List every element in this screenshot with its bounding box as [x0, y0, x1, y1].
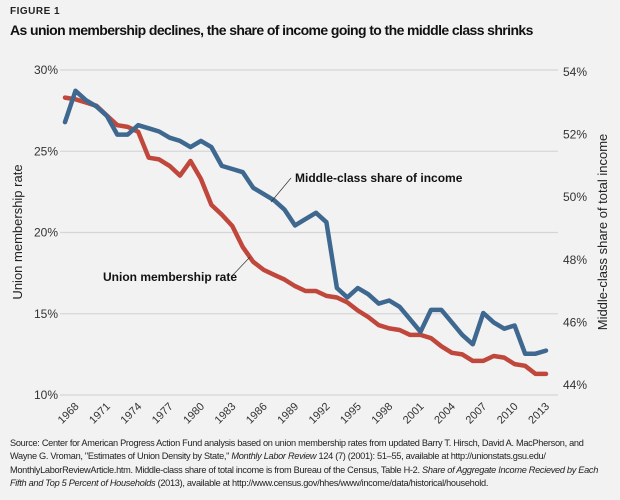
right-axis-ticks: 44% 46% 48% 50% 52% 54% — [563, 65, 587, 392]
x-tick-label: 1968 — [56, 401, 82, 427]
source-note: Source: Center for American Progress Act… — [10, 437, 610, 491]
left-tick-label: 30% — [34, 63, 58, 77]
right-axis-label: Middle-class share of total income — [595, 134, 610, 331]
left-axis-label: Union membership rate — [10, 164, 25, 299]
figure-label: FIGURE 1 — [10, 6, 61, 17]
left-tick-label: 20% — [34, 226, 58, 240]
right-tick-label: 52% — [563, 128, 587, 142]
x-tick-label: 1980 — [181, 401, 207, 427]
x-tick-label: 1977 — [150, 401, 176, 427]
right-tick-label: 54% — [563, 65, 587, 79]
x-tick-label: 1998 — [369, 401, 395, 427]
union-membership-line — [62, 95, 549, 377]
chart: 10%15%20%25%30% 44%46%48%50%52%54% 1968 1… — [10, 63, 610, 427]
x-tick-label: 1971 — [87, 401, 113, 427]
x-axis-ticks: 1968 1971 1974 1977 1980 1983 1986 1989 1992 1995… — [56, 401, 552, 427]
x-tick-label: 1995 — [338, 401, 364, 427]
left-tick-label: 25% — [34, 144, 58, 158]
x-tick-label: 1983 — [213, 401, 239, 427]
gridlines — [60, 69, 558, 396]
x-tick-label: 2007 — [464, 401, 490, 427]
source-journal: Monthly Labor Review — [231, 451, 317, 462]
series-lines — [62, 88, 549, 377]
source-text: 124 (7) (2001): 51–55, available at http… — [10, 451, 546, 475]
source-text: (2013), available at http://www.census.g… — [155, 478, 489, 489]
x-tick-label: 2010 — [495, 401, 521, 427]
right-tick-label: 46% — [563, 315, 587, 329]
left-tick-label: 10% — [34, 388, 58, 402]
x-tick-label: 2013 — [526, 401, 552, 427]
right-tick-label: 48% — [563, 253, 587, 267]
x-tick-label: 2001 — [401, 401, 427, 427]
source-text: Source: Center for American Progress Act… — [10, 438, 584, 462]
chart-title: As union membership declines, the share … — [10, 22, 533, 38]
middle-class-share-line — [62, 88, 549, 356]
annotation-union: Union membership rate — [103, 270, 237, 284]
left-axis-ticks: 10% 15% 20% 25% 30% — [34, 63, 58, 402]
x-tick-label: 1974 — [119, 401, 145, 427]
annotation-middle-class: Middle-class share of income — [295, 171, 463, 185]
right-tick-label: 44% — [563, 378, 587, 392]
annotation-leader-union — [230, 256, 251, 278]
x-tick-label: 1992 — [307, 401, 333, 427]
left-tick-label: 15% — [34, 307, 58, 321]
right-tick-label: 50% — [563, 190, 587, 204]
x-tick-label: 2004 — [432, 401, 458, 427]
source-table-title: Share of Aggregate Income Recieved by Ea… — [10, 464, 599, 489]
annotation-leader-middle-class — [270, 177, 292, 203]
x-tick-label: 1989 — [275, 401, 301, 427]
x-tick-label: 1986 — [244, 401, 270, 427]
